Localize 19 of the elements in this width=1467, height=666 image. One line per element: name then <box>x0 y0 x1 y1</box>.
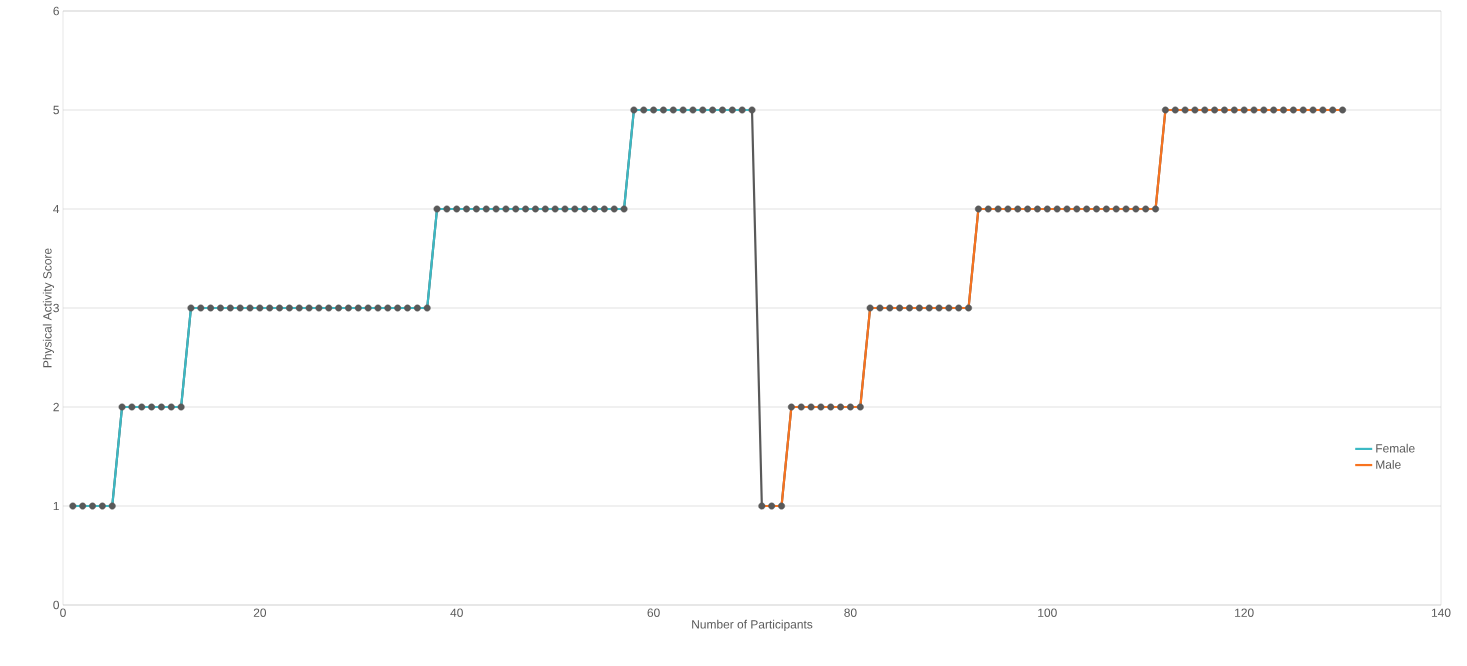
y-tick-label: 2 <box>53 402 59 412</box>
y-axis-title: Physical Activity Score <box>42 248 54 368</box>
legend-label: Female <box>1376 443 1415 453</box>
x-tick-label: 120 <box>1235 608 1254 617</box>
y-tick-label: 1 <box>53 501 59 511</box>
x-tick-label: 40 <box>450 608 463 617</box>
x-tick-label: 80 <box>844 608 857 617</box>
x-tick-label: 140 <box>1431 608 1451 617</box>
x-axis-title: Number of Participants <box>692 619 813 631</box>
y-tick-label: 6 <box>53 6 59 16</box>
y-tick-label: 5 <box>53 105 59 115</box>
legend-label: Male <box>1376 459 1401 469</box>
x-tick-label: 100 <box>1038 608 1057 617</box>
y-tick-label: 0 <box>53 600 60 610</box>
y-tick-label: 4 <box>53 204 60 214</box>
y-tick-label: 3 <box>53 303 59 313</box>
x-tick-label: 60 <box>647 608 660 617</box>
x-tick-label: 0 <box>60 608 66 617</box>
x-tick-label: 20 <box>253 608 267 617</box>
